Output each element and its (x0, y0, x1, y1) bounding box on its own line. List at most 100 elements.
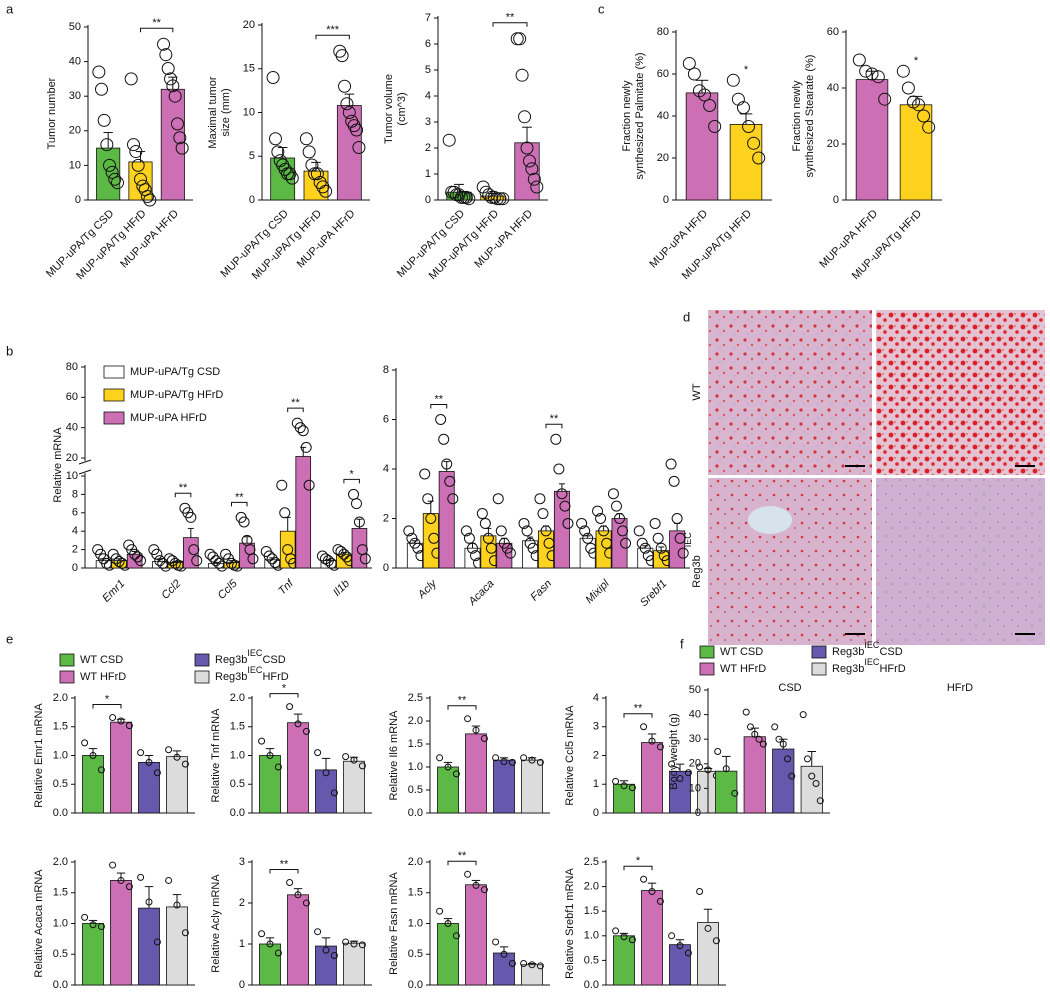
data-point (682, 57, 696, 70)
legend-superscript: IEC (864, 640, 880, 650)
data-point (500, 950, 508, 958)
y-axis-label: Tumor volume (383, 74, 395, 144)
legend-swatch (103, 365, 125, 379)
bar (493, 759, 515, 814)
data-point (266, 71, 280, 84)
y-tick-label: 1.0 (53, 917, 68, 929)
significance-label: ** (634, 703, 643, 715)
y-tick-label: 0 (695, 807, 701, 819)
data-point (536, 962, 544, 970)
y-tick-label: 20 (657, 152, 669, 164)
error-bar (703, 908, 713, 923)
data-point (656, 743, 664, 751)
y-tick-label: 4 (72, 525, 78, 537)
data-point (779, 740, 787, 748)
data-point (614, 513, 626, 524)
y-tick-label: 2.0 (53, 856, 68, 868)
bar (743, 736, 766, 814)
significance-bracket (447, 705, 477, 710)
y-tick-label: 0.5 (53, 778, 68, 790)
y-axis-label: Relative mRNA (52, 427, 64, 503)
data-point (333, 44, 347, 58)
data-point (731, 789, 739, 797)
legend-name: WT CSD (80, 654, 123, 666)
significance-bracket (492, 22, 528, 27)
y-tick-label: 20 (827, 138, 839, 150)
y-tick-label: 10 (66, 470, 78, 482)
x-tick-label: Mixipl (583, 577, 612, 606)
data-point (81, 913, 89, 921)
bar (521, 759, 543, 814)
data-point (676, 775, 684, 782)
legend-swatch (59, 653, 75, 667)
panel-letter: f (680, 636, 684, 651)
error-bar (443, 761, 453, 767)
significance-bracket (269, 869, 299, 874)
vessel (748, 506, 792, 534)
y-tick-label: 2.0 (408, 856, 423, 868)
x-tick-label: Emr1 (100, 578, 127, 605)
column-label: CSD (778, 682, 801, 694)
data-point (492, 754, 500, 762)
data-point (684, 769, 692, 777)
data-point (492, 493, 504, 505)
y-tick-label: 1.5 (53, 887, 68, 899)
significance-label: ** (179, 482, 188, 494)
row-name: Reg3b (691, 555, 703, 587)
y-tick-label: 0.0 (408, 979, 423, 991)
data-point (97, 766, 105, 774)
data-point (859, 64, 873, 78)
data-point (117, 717, 125, 725)
data-point (338, 548, 350, 560)
x-tick-label: Ccl2 (159, 578, 183, 602)
data-point (452, 932, 460, 940)
legend-suffix: HFrD (262, 671, 288, 683)
bar (183, 537, 199, 569)
y-tick-label: 2.5 (408, 692, 423, 704)
data-point (639, 542, 651, 554)
data-point (294, 422, 306, 434)
x-tick-label: Srebf1 (638, 578, 669, 609)
data-point (665, 458, 677, 470)
error-bar (293, 713, 303, 723)
y-tick-label: 2.0 (53, 692, 68, 704)
significance-label: ** (280, 858, 289, 870)
data-point (286, 879, 294, 886)
data-point (537, 508, 549, 520)
data-point (648, 737, 656, 745)
panel-letter: b (6, 343, 13, 358)
legend-superscript: IEC (247, 665, 263, 675)
histology-image (708, 310, 872, 475)
legend-swatch (194, 653, 210, 667)
data-point (226, 557, 237, 569)
data-point (496, 192, 510, 206)
data-point (485, 190, 499, 204)
bar (239, 542, 255, 569)
data-point (648, 888, 656, 896)
legend-name: WT CSD (720, 646, 763, 658)
legend-suffix: HFrD (879, 663, 905, 675)
data-point (784, 755, 792, 763)
y-tick-label: 10 (69, 159, 81, 171)
data-point (464, 715, 472, 723)
data-point (335, 49, 349, 63)
data-point (358, 941, 366, 949)
y-axis-label: Relative Acly mRNA (210, 874, 222, 973)
legend-swatch (699, 645, 715, 659)
y-axis-label: Relative Ccl5 mRNA (564, 705, 576, 806)
data-point (759, 740, 767, 748)
y-tick-label: 80 (657, 26, 669, 38)
data-point (113, 556, 125, 568)
legend-label: WT CSD (80, 654, 123, 666)
data-point (247, 553, 259, 565)
data-point (137, 873, 145, 881)
error-bar (675, 763, 685, 772)
bar (295, 456, 312, 569)
bar (96, 147, 121, 201)
data-point (464, 870, 472, 878)
y-tick-label: 2 (425, 142, 431, 154)
data-point (166, 79, 180, 93)
data-point (342, 938, 350, 946)
data-point (276, 479, 288, 491)
data-point (495, 525, 507, 537)
